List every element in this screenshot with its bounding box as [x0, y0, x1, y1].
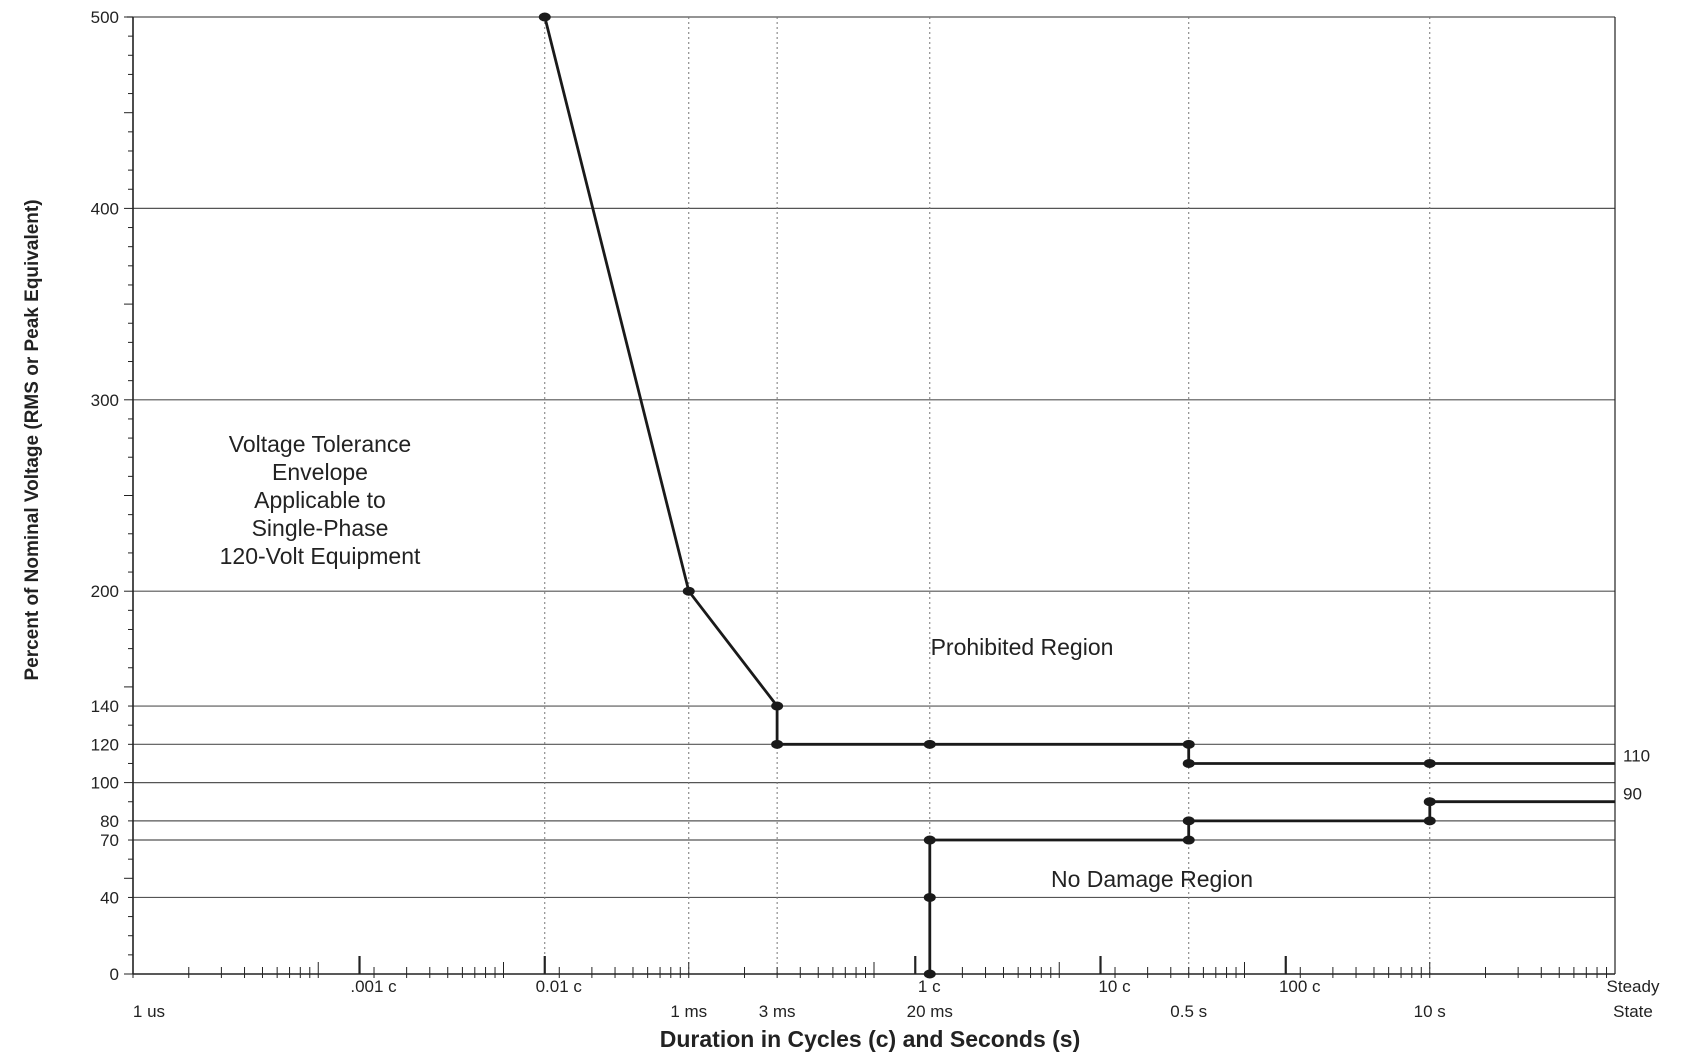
- data-point-marker: [923, 835, 936, 845]
- axes: [127, 16, 1616, 975]
- y-tick-label: 0: [110, 965, 119, 984]
- x-tick-label-bottom: 1 ms: [670, 1002, 707, 1021]
- data-point-marker: [1182, 816, 1195, 826]
- envelope-line-lower: [928, 800, 1615, 974]
- annotation-envelope-line: 120-Volt Equipment: [220, 543, 421, 569]
- minor-ticks: [124, 16, 1608, 978]
- annotation-prohibited-line: Prohibited Region: [931, 634, 1114, 660]
- x-tick-label-top: 1 c: [918, 977, 941, 996]
- x-tick-label-bottom: 0.5 s: [1170, 1002, 1207, 1021]
- data-point-marker: [682, 586, 695, 596]
- x-tick-label-top: Steady: [1607, 977, 1660, 996]
- annotation-envelope-line: Envelope: [272, 459, 368, 485]
- data-point-marker: [1182, 739, 1195, 749]
- y-tick-label: 120: [91, 735, 119, 754]
- x-axis-label: Duration in Cycles (c) and Seconds (s): [660, 1026, 1080, 1052]
- y-tick-label: 500: [91, 8, 119, 27]
- annotation-envelope-line: Voltage Tolerance: [229, 431, 411, 457]
- data-point-marker: [1182, 835, 1195, 845]
- y-tick-label: 400: [91, 199, 119, 218]
- data-point-marker: [923, 969, 936, 979]
- y-tick-label: 200: [91, 582, 119, 601]
- data-point-marker: [771, 739, 784, 749]
- annotations: 110 90 Voltage ToleranceEnvelopeApplicable…: [220, 431, 1650, 892]
- vertical-guides: [544, 17, 1431, 974]
- x-tick-label-bottom: 1 us: [133, 1002, 165, 1021]
- annotation-envelope-line: Applicable to: [254, 487, 386, 513]
- data-point-marker: [1423, 816, 1436, 826]
- data-point-marker: [923, 739, 936, 749]
- y-tick-label: 100: [91, 774, 119, 793]
- data-point-marker: [923, 892, 936, 902]
- x-tick-label-top: 10 c: [1098, 977, 1131, 996]
- x-tick-label-top: .001 c: [350, 977, 397, 996]
- x-tick-label-top: 100 c: [1279, 977, 1321, 996]
- end-label-110: 110: [1623, 746, 1650, 765]
- x-tick-label-bottom: 3 ms: [759, 1002, 796, 1021]
- data-point-marker: [1423, 758, 1436, 768]
- x-tick-label-bottom: 20 ms: [907, 1002, 953, 1021]
- x-tick-label-bottom: State: [1613, 1002, 1653, 1021]
- end-label-90: 90: [1623, 785, 1642, 804]
- data-markers: [538, 12, 1436, 979]
- y-tick-label: 140: [91, 697, 119, 716]
- annotation-nodamage-line: No Damage Region: [1051, 866, 1253, 892]
- x-tick-labels: .001 c 0.01 c 1 c 10 c 100 c Steady 1 us 1 ms 3 …: [133, 977, 1660, 1021]
- y-tick-label: 40: [100, 888, 119, 907]
- data-point-marker: [1182, 758, 1195, 768]
- y-axis-label: Percent of Nominal Voltage (RMS or Peak …: [22, 199, 43, 680]
- data-point-marker: [1423, 797, 1436, 807]
- series-lines: [543, 16, 1615, 974]
- y-tick-label: 300: [91, 391, 119, 410]
- x-tick-label-top: 0.01 c: [536, 977, 583, 996]
- annotation-envelope-line: Single-Phase: [252, 515, 389, 541]
- y-tick-label: 70: [100, 831, 119, 850]
- y-tick-label: 80: [100, 812, 119, 831]
- data-point-marker: [771, 701, 784, 711]
- grid-lines: [133, 16, 1615, 899]
- data-point-marker: [538, 12, 551, 22]
- x-tick-label-bottom: 10 s: [1414, 1002, 1446, 1021]
